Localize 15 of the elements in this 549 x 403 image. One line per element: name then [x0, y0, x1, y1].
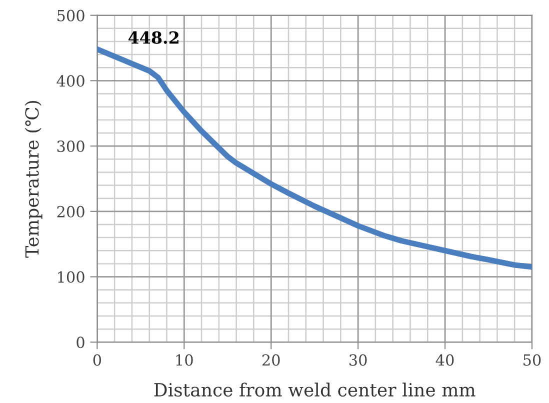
y-tick-label: 100 — [58, 271, 84, 283]
x-tick-label: 40 — [436, 354, 454, 366]
x-axis-title: Distance from weld center line mm — [154, 382, 476, 397]
x-tick-label: 50 — [524, 354, 541, 366]
x-tick-label: 20 — [262, 354, 280, 366]
annotation: 448.2 — [128, 31, 178, 44]
x-tick-label: 0 — [93, 354, 102, 366]
y-tick-label: 200 — [57, 206, 84, 218]
x-tick-label: 10 — [176, 354, 193, 366]
x-tick-label: 30 — [350, 354, 367, 366]
y-axis-title: Temperature (℃) — [24, 101, 42, 258]
y-tick-label: 0 — [76, 336, 84, 348]
y-tick-label: 400 — [56, 75, 84, 87]
y-tick-label: 500 — [58, 10, 84, 22]
y-tick-label: 300 — [57, 140, 84, 152]
